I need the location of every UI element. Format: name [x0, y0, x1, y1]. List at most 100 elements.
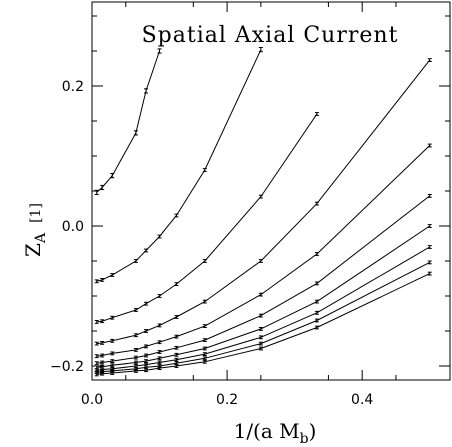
- data-point: [314, 201, 319, 206]
- y-axis-title: ZA[1]: [21, 203, 49, 257]
- data-point: [144, 329, 149, 333]
- chart-title: Spatial Axial Current: [142, 23, 399, 48]
- data-point: [100, 371, 105, 376]
- series-line: [96, 113, 318, 323]
- data-point: [110, 371, 115, 375]
- svg-text:ZA[1]: ZA[1]: [21, 203, 49, 257]
- data-point: [133, 369, 138, 373]
- data-point: [94, 189, 99, 195]
- data-point: [202, 346, 207, 351]
- series-line: [96, 195, 431, 364]
- series-9: [94, 260, 432, 375]
- data-point: [94, 372, 99, 377]
- data-point: [174, 334, 179, 339]
- series-line: [96, 145, 431, 357]
- data-point: [314, 281, 319, 286]
- data-point: [314, 318, 319, 323]
- data-point: [110, 173, 115, 179]
- data-point: [157, 360, 162, 365]
- data-point: [94, 361, 99, 366]
- data-point: [174, 282, 179, 286]
- data-point: [202, 356, 207, 361]
- data-point: [157, 323, 162, 328]
- data-point: [427, 143, 432, 148]
- x-tick-label: 0.2: [216, 392, 238, 408]
- series-5: [94, 143, 432, 359]
- data-point: [258, 292, 263, 297]
- data-point: [258, 335, 263, 340]
- data-point: [144, 353, 149, 358]
- data-point: [427, 271, 432, 276]
- data-point: [94, 341, 99, 346]
- data-point: [258, 313, 263, 318]
- data-point: [258, 341, 263, 346]
- axis-ticks: 0.0 0.2 0.4 −0.2 0.0 0.2: [50, 2, 450, 408]
- data-point: [258, 194, 263, 199]
- data-point: [174, 345, 179, 350]
- data-point: [314, 252, 319, 256]
- data-point: [174, 315, 179, 319]
- data-point: [258, 259, 263, 263]
- series-line: [96, 49, 262, 282]
- data-point: [427, 224, 432, 228]
- data-point: [110, 273, 115, 277]
- plot-frame: [91, 1, 451, 381]
- data-point: [174, 213, 179, 218]
- series-7: [94, 224, 432, 370]
- series-3: [94, 112, 319, 324]
- series-10: [94, 271, 432, 377]
- data-point: [258, 346, 263, 351]
- x-tick-label: 0.4: [351, 392, 373, 408]
- data-point: [110, 338, 115, 343]
- data-point: [133, 360, 138, 365]
- data-point: [314, 299, 319, 304]
- data-point: [157, 234, 162, 239]
- data-point: [202, 338, 207, 342]
- data-point: [110, 351, 115, 356]
- data-point: [157, 356, 162, 361]
- series-group: [94, 47, 432, 377]
- data-point: [133, 259, 138, 263]
- data-point: [144, 301, 149, 306]
- y-tick-label: 0.2: [62, 79, 84, 95]
- data-point: [258, 47, 263, 53]
- data-point: [133, 348, 138, 352]
- series-2: [94, 47, 263, 284]
- y-tick-label: 0.0: [62, 219, 84, 235]
- data-point: [94, 279, 99, 284]
- data-point: [100, 184, 105, 191]
- data-point: [110, 363, 115, 368]
- data-point: [144, 248, 149, 253]
- data-point: [157, 294, 162, 298]
- data-point: [202, 168, 207, 172]
- data-point: [174, 352, 179, 357]
- series-line: [96, 59, 431, 345]
- data-point: [427, 245, 432, 249]
- data-point: [314, 112, 319, 116]
- data-point: [427, 194, 432, 198]
- data-point: [94, 320, 99, 324]
- data-point: [157, 350, 162, 354]
- data-point: [144, 368, 149, 373]
- data-point: [157, 48, 162, 54]
- data-point: [94, 354, 99, 359]
- data-point: [144, 88, 149, 94]
- data-point: [133, 130, 138, 136]
- x-tick-label: 0.0: [81, 392, 103, 408]
- data-point: [174, 357, 179, 362]
- series-4: [94, 58, 432, 346]
- data-point: [100, 319, 105, 324]
- data-point: [202, 324, 207, 328]
- data-point: [110, 359, 115, 363]
- data-point: [100, 353, 105, 358]
- data-point: [144, 359, 149, 363]
- data-point: [100, 341, 105, 345]
- data-point: [427, 260, 432, 265]
- data-point: [133, 333, 138, 338]
- data-point: [157, 366, 162, 370]
- data-point: [202, 259, 207, 263]
- data-point: [133, 355, 138, 360]
- data-point: [144, 344, 149, 349]
- data-point: [202, 359, 207, 364]
